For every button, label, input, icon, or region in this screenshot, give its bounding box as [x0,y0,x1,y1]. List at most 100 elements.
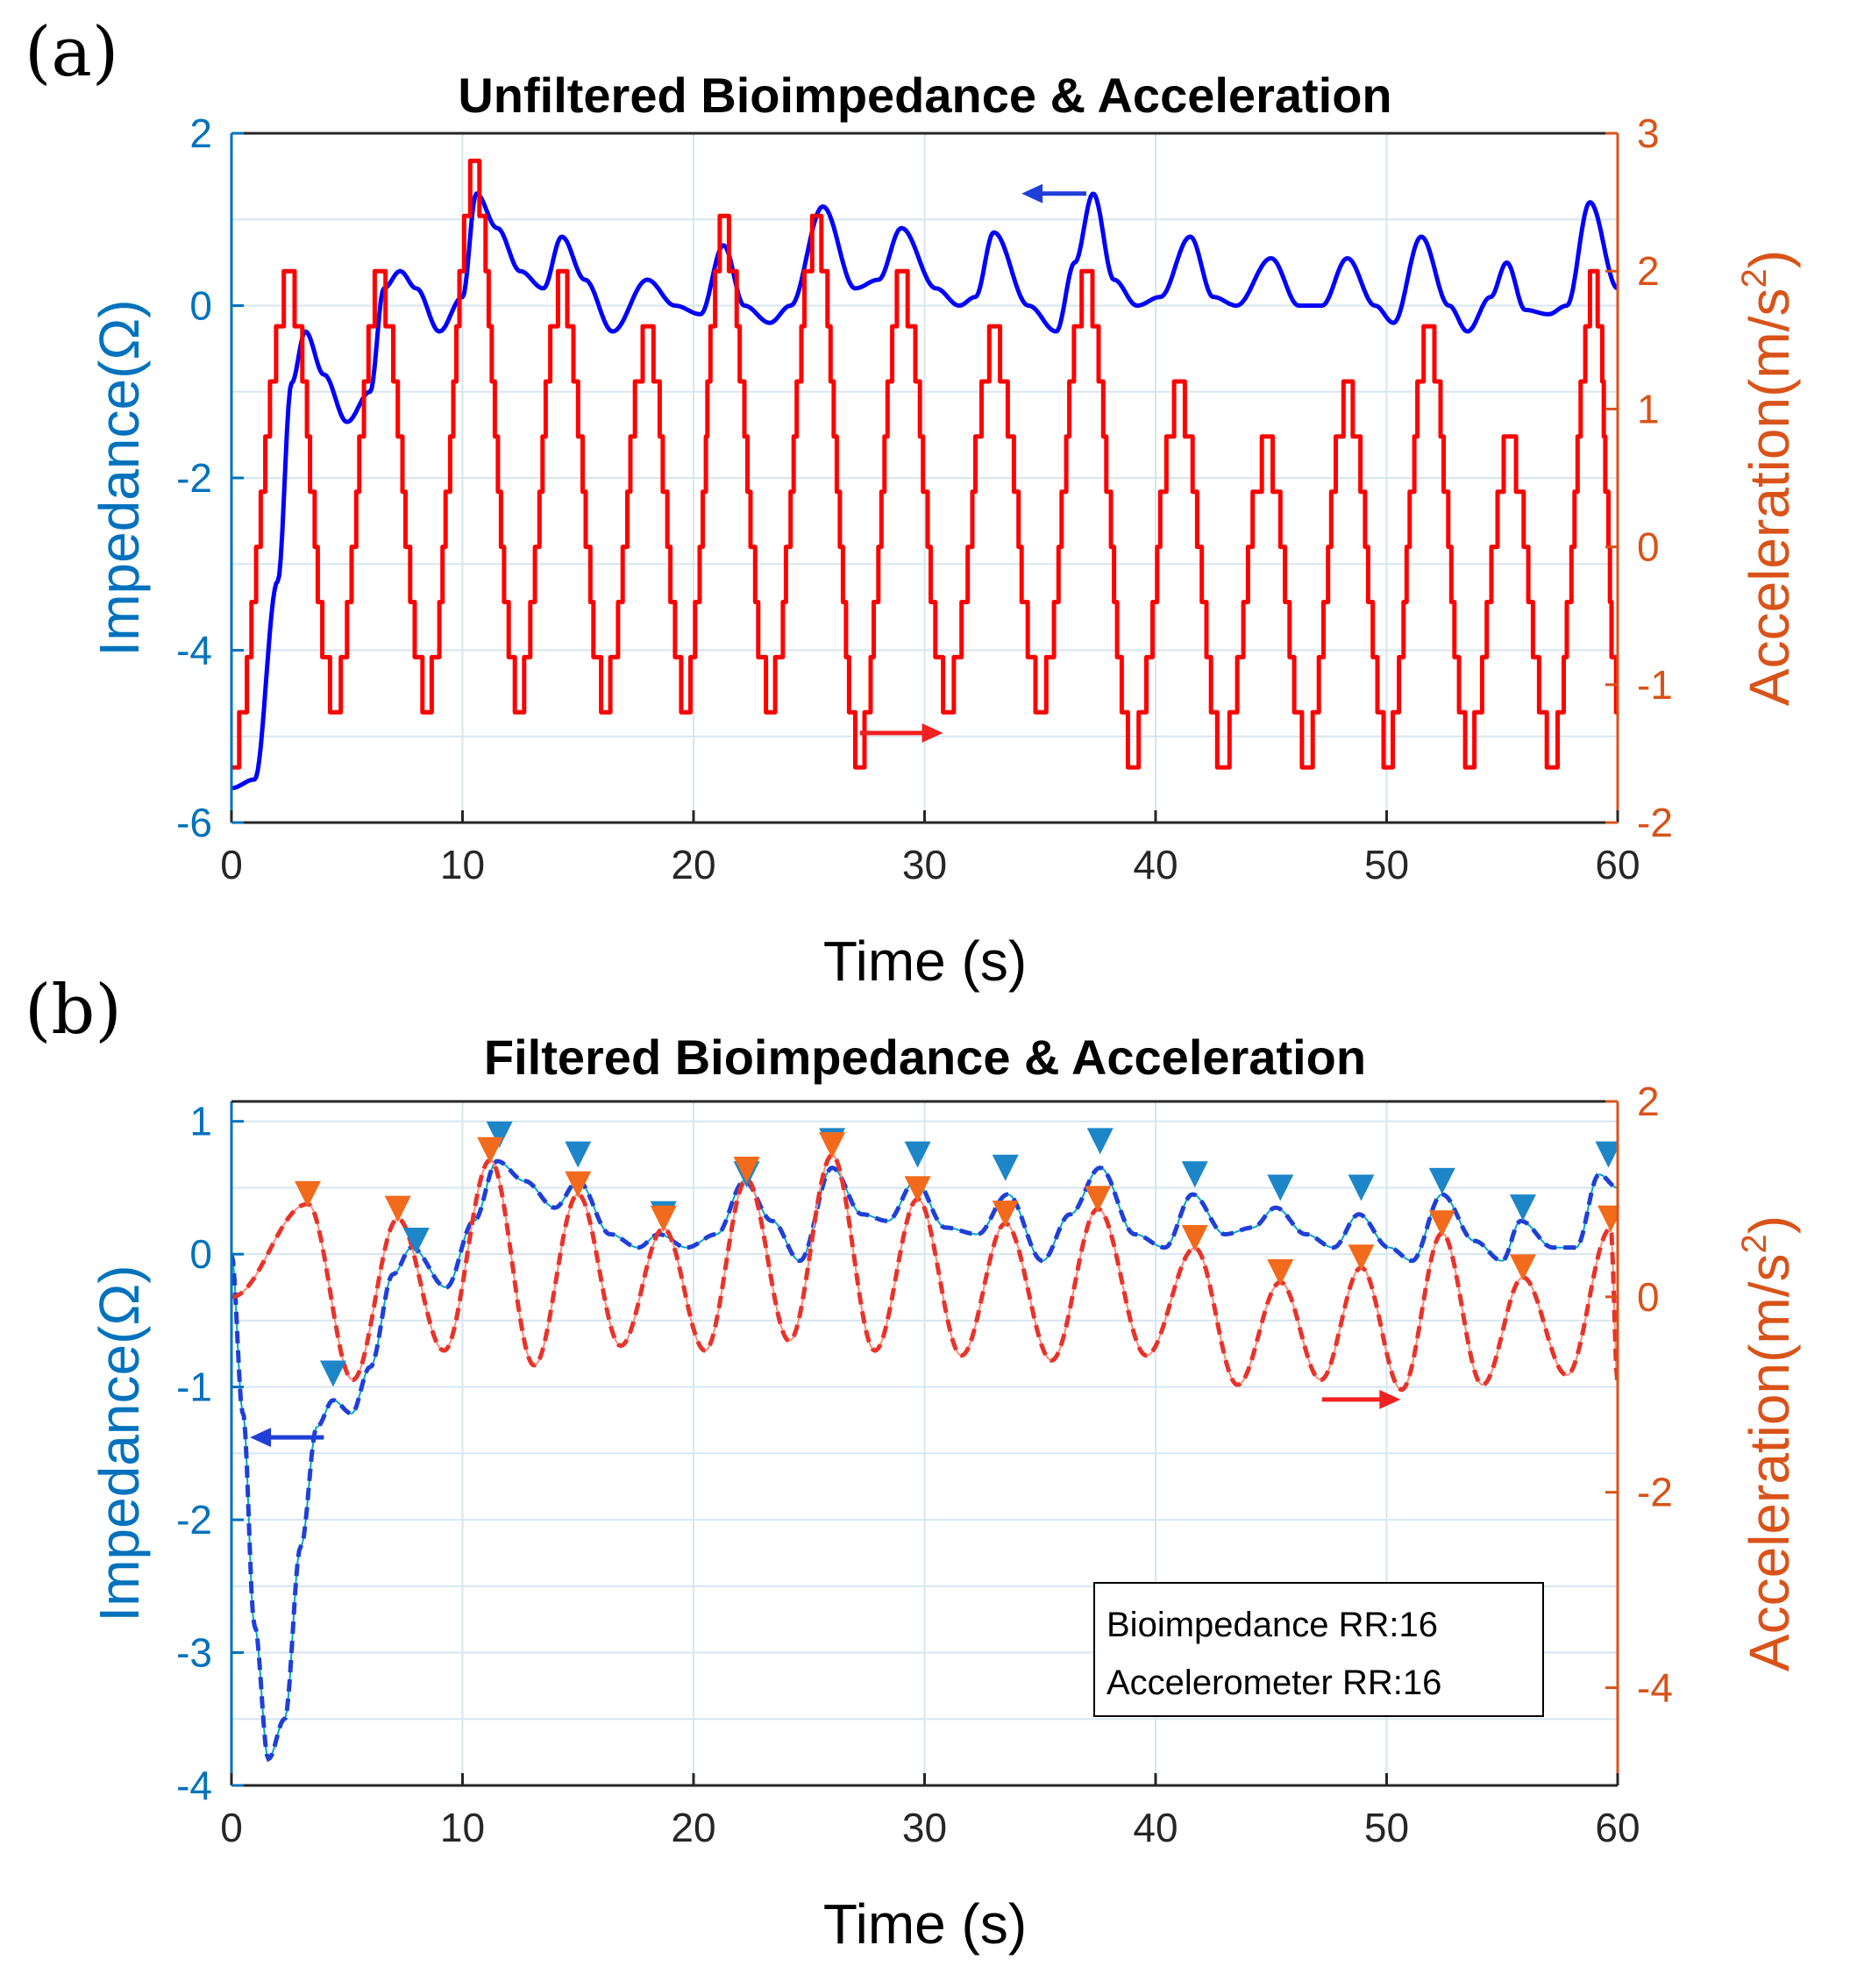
y-right-tick-label: -2 [1637,800,1673,845]
x-tick-label: 60 [1595,842,1640,887]
y-right-tick-label: -2 [1637,1470,1673,1515]
panel-a-label: (a) [25,13,118,92]
series-acceleration-dashed-line [231,1152,1618,1393]
peak-marker-bioimpedance [992,1154,1019,1181]
panel-b-y-label-right-base: Acceleration(m/s [1738,1253,1801,1671]
y-left-tick-label: -1 [176,1365,212,1410]
panel-a-x-label: Time (s) [823,930,1027,993]
peak-marker-bioimpedance [1348,1174,1375,1201]
peak-marker-acceleration [819,1132,846,1159]
y-right-tick-label: 2 [1637,248,1660,294]
y-right-tick-label: -1 [1637,662,1673,708]
series-bioimpedance-line [231,191,1618,791]
panel-a-ticks: 0 10 20 30 40 50 60 -6 -4 -2 0 2 -2 -1 0 1 2 3 [176,110,1673,887]
panel-a-y-label-left: Impedance(Ω) [88,299,151,656]
panel-a-y-label-right-base: Acceleration(m/s [1738,288,1801,706]
x-tick-label: 40 [1133,842,1178,887]
y-left-tick-label: 1 [189,1099,212,1144]
y-left-tick-label: -4 [176,628,212,673]
peak-marker-acceleration [565,1171,592,1198]
panel-a-annotations [859,183,1086,743]
panel-b-plot-area [231,1121,1618,1763]
peak-marker-bioimpedance [486,1121,513,1148]
panel-b-y-label-right-end: ) [1738,1215,1801,1234]
peak-marker-acceleration [384,1195,411,1222]
x-tick-label: 40 [1133,1805,1178,1850]
x-tick-label: 0 [220,842,243,887]
peak-marker-acceleration [733,1157,760,1183]
y-right-tick-label: 3 [1637,110,1660,156]
panel-b-y-label-right-sup: 2 [1735,1234,1774,1253]
peak-marker-acceleration [1428,1210,1455,1237]
legend-entry-accelerometer: Accelerometer RR:16 [1106,1664,1441,1702]
x-tick-label: 30 [902,1805,947,1850]
panel-a-grid [231,132,1619,823]
legend-box [1093,1582,1544,1717]
panel-b-label: (b) [25,971,122,1050]
peak-marker-bioimpedance [1509,1194,1536,1222]
panel-a-title: Unfiltered Bioimpedance & Acceleration [458,68,1391,123]
panel-b-annotations [250,1389,1401,1448]
series-bioimpedance-dashed-line [231,1158,1618,1763]
y-right-tick-label: 0 [1637,1274,1660,1320]
peak-marker-acceleration [477,1137,504,1164]
y-left-tick-label: -6 [176,800,212,845]
y-left-tick-label: -3 [176,1630,212,1676]
panel-b-ticks: 0 10 20 30 40 50 60 -4 -3 -2 -1 0 1 -4 -2 0 2 [176,1079,1673,1850]
x-tick-label: 10 [440,842,485,887]
peak-marker-bioimpedance [402,1228,430,1255]
peak-marker-bioimpedance [904,1141,931,1168]
peak-marker-acceleration [1348,1244,1375,1272]
arrow-head-icon [921,723,943,743]
peak-marker-acceleration [294,1180,321,1208]
legend-entry-bioimpedance: Bioimpedance RR:16 [1106,1606,1438,1644]
peak-marker-acceleration [1085,1186,1112,1213]
x-tick-label: 50 [1364,1805,1409,1850]
panel-b-x-label: Time (s) [823,1892,1027,1956]
x-tick-label: 20 [671,1805,715,1850]
peak-marker-acceleration [992,1201,1019,1228]
panel-b-legend: Bioimpedance RR:16 Accelerometer RR:16 [1093,1582,1544,1717]
panel-a-plot-area [231,158,1618,791]
y-left-tick-label: 0 [189,1231,212,1277]
peak-marker-bioimpedance [1428,1167,1455,1194]
peak-marker-bioimpedance [565,1141,592,1168]
panel-b-chart: (b) Filtered Bioimpedance & Acceleration… [25,971,1801,1956]
panel-a-y-label-right-sup: 2 [1735,268,1774,288]
peak-marker-acceleration [650,1205,677,1232]
peak-marker-bioimpedance [319,1360,346,1387]
panel-b-y-label-left: Impedance(Ω) [88,1265,151,1621]
x-tick-label: 10 [440,1805,485,1850]
x-tick-label: 60 [1595,1805,1640,1850]
peak-marker-bioimpedance [1595,1141,1618,1168]
peak-marker-acceleration [1509,1254,1536,1281]
peak-marker-acceleration [1597,1205,1618,1232]
y-left-tick-label: 0 [189,283,212,329]
x-tick-label: 30 [902,842,947,887]
peak-marker-acceleration [1181,1225,1208,1251]
peak-marker-bioimpedance [1086,1128,1114,1155]
y-right-tick-label: 2 [1637,1079,1660,1124]
series-acceleration-line [231,158,1618,770]
x-tick-label: 50 [1364,842,1409,887]
y-right-tick-label: 1 [1637,386,1660,431]
peak-marker-bioimpedance [1267,1174,1294,1201]
panel-a-y-label-right: Acceleration(m/s2) [1735,250,1801,706]
arrow-head-icon [250,1428,272,1448]
panel-a-chart: (a) Unfiltered Bioimpedance & Accelerati… [25,13,1801,993]
peak-marker-bioimpedance [1181,1161,1208,1188]
arrow-head-icon [1021,183,1043,203]
y-left-tick-label: -2 [176,455,212,501]
panel-b-title: Filtered Bioimpedance & Acceleration [484,1030,1366,1085]
x-tick-label: 0 [220,1805,243,1850]
panel-a-y-label-right-end: ) [1738,250,1801,268]
y-right-tick-label: -4 [1637,1665,1673,1711]
y-right-tick-label: 0 [1637,524,1660,570]
peak-marker-acceleration [1267,1259,1294,1286]
y-left-tick-label: -4 [176,1763,212,1808]
x-tick-label: 20 [671,842,715,887]
panel-b-y-label-right: Acceleration(m/s2) [1735,1215,1801,1671]
arrow-head-icon [1379,1389,1401,1409]
y-left-tick-label: -2 [176,1497,212,1543]
